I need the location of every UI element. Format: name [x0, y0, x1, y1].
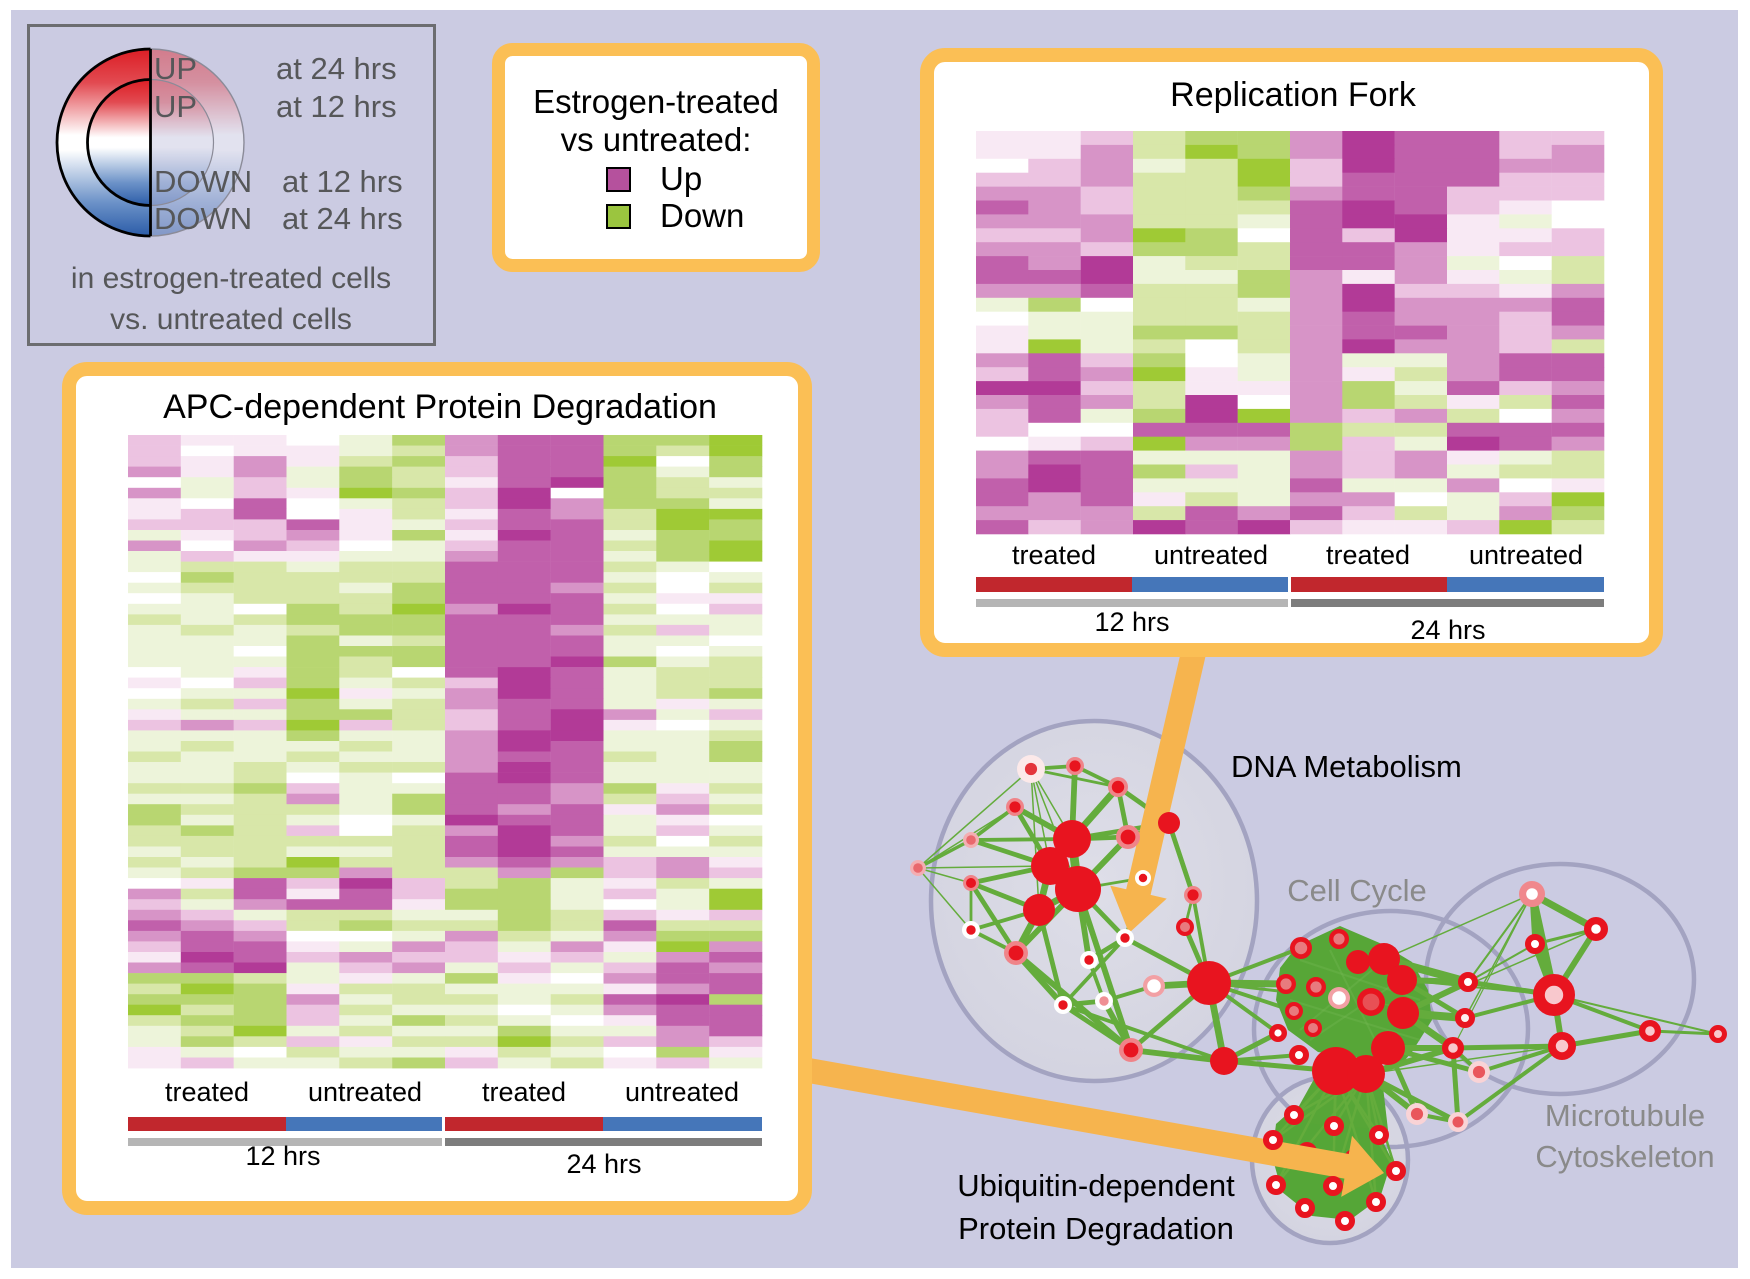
svg-text:DNA Metabolism: DNA Metabolism [1231, 749, 1462, 784]
svg-text:Protein Degradation: Protein Degradation [958, 1211, 1234, 1246]
svg-text:Estrogen-treated: Estrogen-treated [533, 83, 779, 120]
svg-text:Ubiquitin-dependent: Ubiquitin-dependent [957, 1168, 1235, 1203]
svg-text:untreated: untreated [1154, 540, 1268, 570]
svg-text:Up: Up [660, 160, 702, 197]
svg-text:Replication Fork: Replication Fork [1170, 76, 1417, 114]
svg-text:vs untreated:: vs untreated: [561, 121, 752, 158]
svg-text:at 24 hrs: at 24 hrs [276, 51, 397, 86]
svg-text:at 12 hrs: at 12 hrs [282, 164, 403, 199]
svg-text:APC-dependent Protein Degradat: APC-dependent Protein Degradation [163, 388, 717, 426]
svg-text:DOWN: DOWN [154, 164, 252, 199]
svg-text:UP: UP [154, 51, 197, 86]
svg-text:treated: treated [165, 1077, 249, 1107]
svg-text:untreated: untreated [1469, 540, 1583, 570]
svg-text:12 hrs: 12 hrs [245, 1141, 320, 1171]
svg-text:Microtubule: Microtubule [1545, 1098, 1705, 1133]
svg-text:Down: Down [660, 197, 744, 234]
svg-text:vs. untreated cells: vs. untreated cells [110, 303, 352, 336]
svg-text:treated: treated [1326, 540, 1410, 570]
svg-text:in estrogen-treated cells: in estrogen-treated cells [71, 262, 391, 295]
svg-text:untreated: untreated [308, 1077, 422, 1107]
svg-text:24 hrs: 24 hrs [566, 1149, 641, 1179]
svg-text:DOWN: DOWN [154, 201, 252, 236]
svg-text:Cytoskeleton: Cytoskeleton [1535, 1139, 1714, 1174]
svg-text:Cell Cycle: Cell Cycle [1287, 873, 1427, 908]
svg-text:12 hrs: 12 hrs [1094, 607, 1169, 637]
svg-text:treated: treated [482, 1077, 566, 1107]
svg-text:UP: UP [154, 89, 197, 124]
svg-text:at 24 hrs: at 24 hrs [282, 201, 403, 236]
svg-text:24 hrs: 24 hrs [1410, 615, 1485, 645]
svg-text:at 12 hrs: at 12 hrs [276, 89, 397, 124]
svg-text:untreated: untreated [625, 1077, 739, 1107]
svg-text:treated: treated [1012, 540, 1096, 570]
